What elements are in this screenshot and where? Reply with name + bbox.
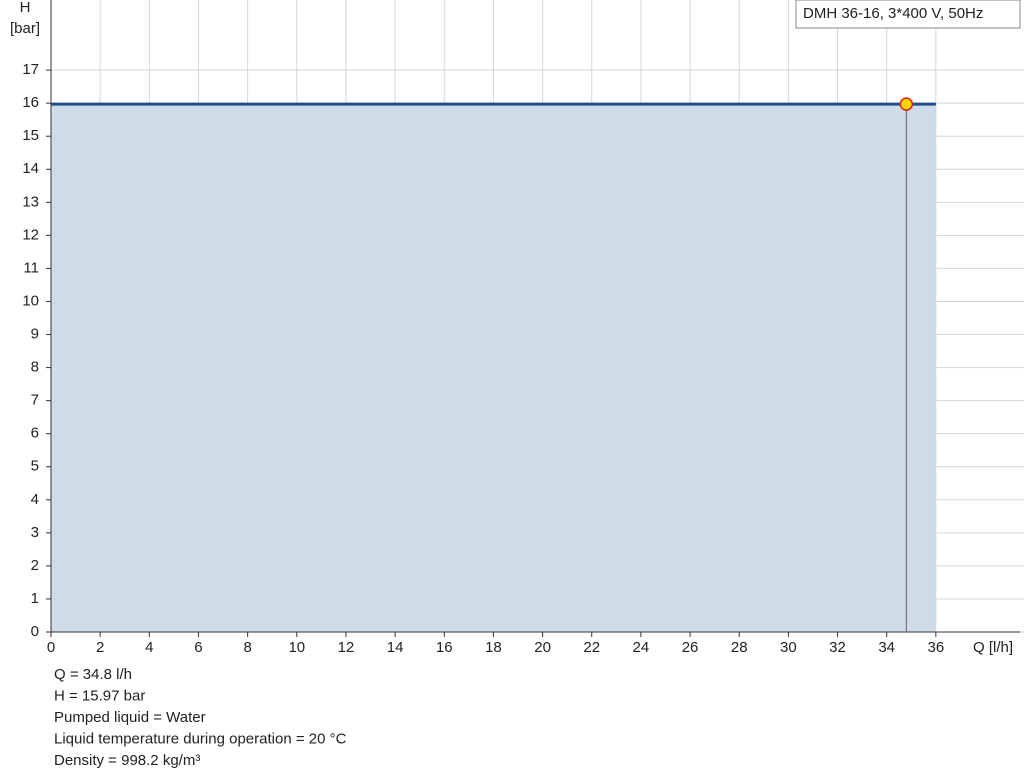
x-axis-label: Q [l/h]: [973, 639, 1013, 656]
y-tick-label: 16: [22, 94, 39, 111]
operating-area: [51, 104, 936, 632]
y-tick-label: 10: [22, 292, 39, 309]
y-tick-label: 3: [31, 524, 39, 541]
x-tick-label: 12: [338, 639, 355, 656]
y-tick-label: 14: [22, 160, 39, 177]
x-tick-label: 30: [780, 639, 797, 656]
info-line: Liquid temperature during operation = 20…: [54, 730, 347, 747]
info-line: Density = 998.2 kg/m³: [54, 752, 200, 769]
y-axis-unit: [bar]: [10, 20, 40, 37]
legend-entry: DMH 36-16, 3*400 V, 50Hz: [803, 5, 983, 22]
x-tick-label: 34: [878, 639, 895, 656]
y-tick-label: 4: [31, 491, 39, 508]
x-tick-label: 18: [485, 639, 502, 656]
y-tick-label: 1: [31, 590, 39, 607]
x-tick-label: 0: [47, 639, 55, 656]
x-tick-label: 36: [927, 639, 944, 656]
x-tick-label: 26: [682, 639, 699, 656]
info-line: H = 15.97 bar: [54, 687, 145, 704]
x-tick-label: 14: [387, 639, 404, 656]
y-tick-label: 0: [31, 623, 39, 640]
x-tick-label: 6: [194, 639, 202, 656]
x-tick-label: 20: [534, 639, 551, 656]
y-tick-label: 7: [31, 392, 39, 409]
x-tick-label: 16: [436, 639, 453, 656]
y-tick-label: 8: [31, 359, 39, 376]
x-tick-label: 2: [96, 639, 104, 656]
y-tick-label: 13: [22, 193, 39, 210]
x-tick-label: 8: [243, 639, 251, 656]
y-tick-label: 17: [22, 61, 39, 78]
info-line: Pumped liquid = Water: [54, 709, 206, 726]
y-tick-label: 12: [22, 226, 39, 243]
x-tick-label: 24: [633, 639, 650, 656]
x-tick-label: 32: [829, 639, 846, 656]
y-tick-label: 5: [31, 458, 39, 475]
y-tick-label: 11: [23, 259, 39, 276]
info-line: Q = 34.8 l/h: [54, 666, 132, 683]
x-tick-label: 10: [288, 639, 305, 656]
x-tick-label: 4: [145, 639, 153, 656]
legend-box: [795, 0, 1021, 29]
x-tick-label: 28: [731, 639, 748, 656]
x-tick-label: 22: [583, 639, 600, 656]
y-axis-label: H: [20, 0, 31, 16]
duty-point: [899, 97, 914, 111]
y-tick-label: 9: [31, 325, 39, 342]
y-tick-label: 2: [31, 557, 39, 574]
y-tick-label: 15: [22, 127, 39, 144]
y-tick-label: 6: [31, 425, 39, 442]
